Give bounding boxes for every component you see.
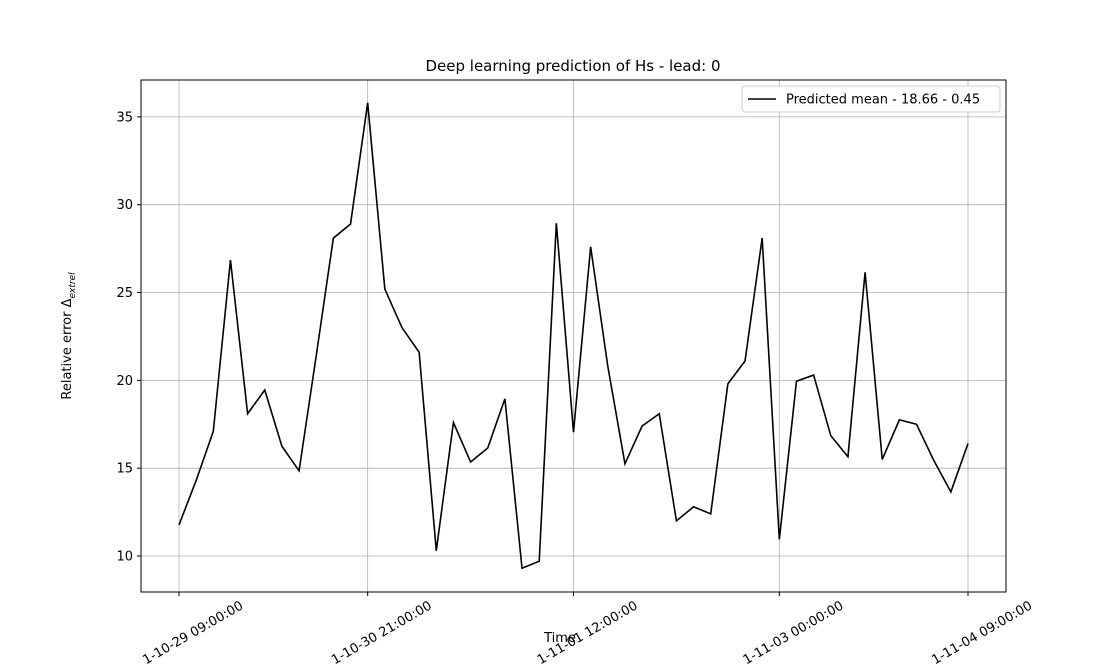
- y-tick-label: 20: [116, 374, 133, 389]
- y-axis-label-main: Relative error Δ: [60, 298, 75, 399]
- y-tick-label: 15: [116, 462, 133, 477]
- y-tick-label: 35: [116, 110, 133, 125]
- plot-frame: [140, 79, 1007, 593]
- legend-box: [741, 85, 1001, 113]
- y-tick-label: 30: [116, 198, 133, 213]
- y-tick-label: 10: [116, 549, 133, 564]
- chart-title: Deep learning prediction of Hs - lead: 0: [425, 57, 720, 75]
- legend-label: Predicted mean - 18.66 - 0.45: [786, 93, 980, 108]
- x-axis-label: Time: [543, 631, 576, 646]
- y-axis-label: Relative error Δextrel: [60, 272, 78, 400]
- series-line: [178, 102, 969, 570]
- y-axis-label-sub: extrel: [68, 272, 78, 299]
- y-tick-label: 25: [116, 286, 133, 301]
